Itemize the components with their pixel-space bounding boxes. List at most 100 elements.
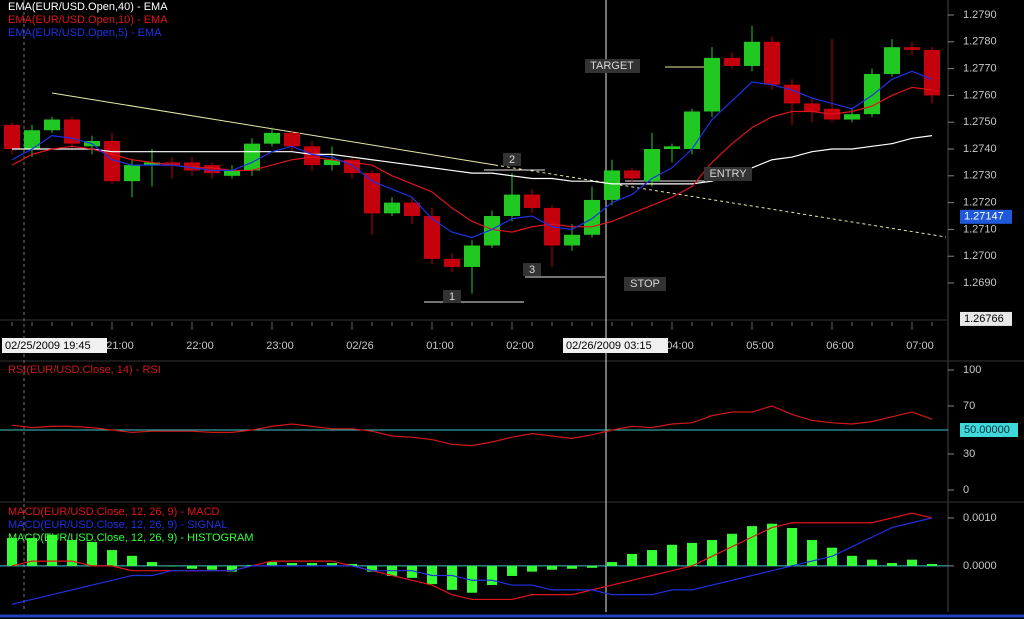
histogram-bar (367, 565, 377, 572)
histogram-bar (347, 563, 357, 566)
histogram-bar (667, 544, 677, 566)
candle-body (784, 84, 800, 104)
candle-body (464, 245, 480, 267)
candle-body (564, 234, 580, 246)
annotation: ENTRY (709, 168, 747, 180)
legend-entry: MACD(EUR/USD.Close, 12, 26, 9) - SIGNAL (8, 519, 227, 531)
annotation-box (503, 153, 521, 166)
plot-area: 1.2790 1.2780 1.2770 1.2760 1.2750 1.2740 1.27… (0, 1, 1018, 605)
candle-body (124, 165, 140, 182)
candle-body (444, 258, 460, 267)
candle-body (204, 165, 220, 174)
histogram-bar (747, 526, 757, 566)
histogram-bar (807, 540, 817, 566)
legend-entry: MACD(EUR/USD.Close, 12, 26, 9) - HISTOGR… (8, 532, 254, 544)
legend-entry: EMA(EUR/USD.Open,40) - EMA (8, 1, 168, 13)
price-marker-box (960, 311, 1012, 326)
histogram-bar (547, 565, 557, 570)
x-tick-label: 07:00 (906, 340, 934, 352)
histogram-bar (227, 565, 237, 572)
annotation: 2 (509, 154, 515, 166)
histogram-bar (67, 540, 77, 566)
x-tick-label: 01:00 (426, 340, 454, 352)
x-tick-label: 05:00 (746, 340, 774, 352)
y-tick-label: 1.2710 (963, 223, 997, 235)
indicator-line (11, 405, 933, 447)
candle-body (704, 57, 720, 112)
y-tick-label: 70 (963, 400, 975, 412)
trend-line (51, 92, 496, 166)
histogram-bar (307, 563, 317, 566)
histogram-bar (487, 565, 497, 586)
histogram-bar (847, 555, 857, 566)
y-tick-label: 1.2760 (963, 89, 997, 101)
indicator-line (12, 135, 933, 185)
candle-body (724, 57, 740, 66)
candle-body (144, 162, 160, 166)
histogram-bar (327, 563, 337, 566)
histogram-bar (647, 550, 657, 566)
candle-body (624, 170, 640, 179)
candle-body (764, 41, 780, 85)
candle-body (744, 41, 760, 66)
histogram-bar (767, 523, 777, 566)
y-tick-label: 1.2720 (963, 197, 997, 209)
candle-body (364, 173, 380, 214)
reference-box (960, 423, 1018, 437)
candle-body (424, 216, 440, 259)
candle-body (484, 216, 500, 246)
legend-entry: EMA(EUR/USD.Open,5) - EMA (8, 27, 162, 39)
candle-body (504, 194, 520, 217)
candle-body (924, 49, 940, 96)
histogram-bar (627, 553, 637, 566)
y-tick-label: 0 (963, 484, 969, 496)
candle-body (844, 114, 860, 120)
candle-body (884, 47, 900, 74)
histogram-bar (27, 538, 37, 566)
y-tick-label: 1.2740 (963, 143, 997, 155)
annotation-box (443, 290, 461, 303)
candle-body (584, 199, 600, 235)
indicator-line (11, 86, 933, 233)
histogram-bar (7, 538, 17, 566)
cursor-time-box (563, 338, 668, 353)
histogram-bar (727, 533, 737, 566)
candle-body (244, 143, 260, 171)
annotation: 3 (529, 264, 535, 276)
y-tick-label: 1.2690 (963, 277, 997, 289)
price-marker: 1.27147 (964, 211, 1004, 223)
x-tick-label: 04:00 (666, 340, 694, 352)
indicator-line (11, 512, 933, 601)
histogram-bar (147, 562, 157, 566)
histogram-bar (907, 559, 917, 566)
histogram-bar (447, 565, 457, 590)
candle-body (324, 159, 340, 166)
histogram-bar (207, 565, 217, 570)
y-tick-label: 1.2750 (963, 116, 997, 128)
candle-body (804, 103, 820, 112)
x-tick-label: 02:00 (506, 340, 534, 352)
histogram-bar (187, 565, 197, 569)
candle-body (604, 170, 620, 200)
histogram-bar (407, 565, 417, 578)
histogram-bar (87, 541, 97, 566)
legend-entry: MACD(EUR/USD.Close, 12, 26, 9) - MACD (8, 506, 220, 518)
y-tick-label: 1.2780 (963, 36, 997, 48)
histogram-bar (167, 565, 177, 567)
price-marker-box (960, 209, 1012, 224)
candle-body (664, 146, 680, 150)
annotation: 1 (449, 291, 455, 303)
histogram-bar (787, 528, 797, 566)
cursor-labels: 02/25/2009 19:45 02/26/2009 03:15 (2, 338, 668, 353)
histogram-bar (587, 565, 597, 568)
indicator-line (11, 517, 933, 605)
candle-body (164, 162, 180, 166)
candle-body (44, 119, 60, 131)
candle-body (404, 202, 420, 217)
price-marker: 1.26766 (964, 313, 1004, 325)
annotation-box (585, 59, 640, 73)
histogram-bar (927, 563, 937, 566)
candle-body (684, 111, 700, 150)
candle-body (4, 124, 20, 150)
